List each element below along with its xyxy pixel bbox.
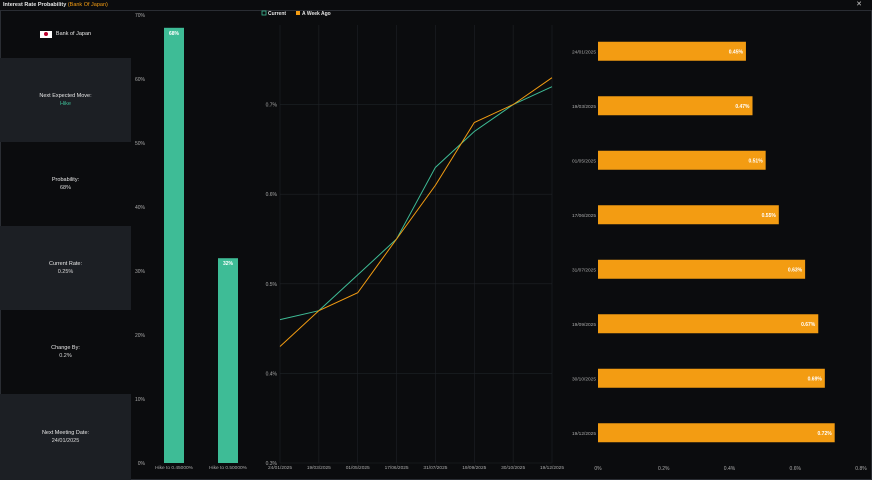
- x-tick-label: 0.8%: [855, 466, 867, 472]
- y-tick-label: 0%: [138, 461, 146, 467]
- rate-bar: [598, 423, 835, 443]
- x-tick-label: 17/06/2025: [385, 465, 409, 471]
- bank-row: Bank of Japan: [0, 10, 131, 58]
- rate-bar: [598, 314, 819, 334]
- window-title: Interest Rate Probability: [3, 2, 67, 8]
- x-tick-label: 30/10/2025: [501, 465, 525, 471]
- bank-name: Bank of Japan: [55, 31, 92, 37]
- y-tick-label: 19/12/2025: [572, 431, 596, 437]
- y-tick-label: 19/09/2025: [572, 322, 596, 328]
- japan-flag-icon: [39, 30, 52, 38]
- y-tick-label: 0.6%: [266, 192, 278, 198]
- y-tick-label: 19/03/2025: [572, 104, 596, 110]
- y-tick-label: 0.7%: [266, 103, 278, 109]
- y-tick-label: 30/10/2025: [572, 376, 596, 382]
- rate-bar: [598, 96, 753, 116]
- y-tick-label: 17/06/2025: [572, 213, 596, 219]
- bar-data-label: 0.55%: [762, 213, 777, 219]
- bar-data-label: 0.51%: [748, 158, 763, 164]
- y-tick-label: 70%: [135, 13, 146, 19]
- change-by-value: 0.2%: [59, 353, 72, 359]
- probability-bar-chart: 0% 10% 20% 30% 40% 50% 60% 70% 68% Hike to 0.4500…: [135, 13, 248, 471]
- rate-bar: [598, 41, 746, 61]
- x-tick-label: 19/03/2025: [307, 465, 331, 471]
- next-move-panel: Next Expected Move: Hike: [0, 58, 131, 142]
- bar-data-label: 0.69%: [808, 376, 823, 382]
- y-tick-label: 40%: [135, 205, 146, 211]
- bar-data-label: 68%: [169, 31, 180, 37]
- y-tick-label: 01/05/2025: [572, 158, 596, 164]
- next-meeting-value: 24/01/2025: [51, 438, 80, 444]
- probability-panel: Probability: 68%: [0, 142, 131, 226]
- y-tick-label: 50%: [135, 141, 146, 147]
- y-tick-label: 30%: [135, 269, 146, 275]
- current-rate-panel: Current Rate: 0.25%: [0, 226, 131, 310]
- y-tick-label: 20%: [135, 333, 146, 339]
- x-tick-label: Hike to 0.45000%: [155, 465, 194, 471]
- series-line-week-ago: [279, 77, 553, 347]
- rate-bar: [598, 150, 766, 170]
- probability-bar: [218, 258, 238, 463]
- probability-label: Probability:: [51, 177, 80, 183]
- y-tick-label: 24/01/2025: [572, 49, 596, 55]
- x-tick-label: 0.6%: [790, 466, 802, 472]
- next-move-value: Hike: [59, 101, 71, 107]
- window-subtitle: (Bank Of Japan): [67, 2, 108, 8]
- change-by-panel: Change By: 0.2%: [0, 310, 131, 394]
- rate-horizontal-bar-chart: 0% 0.2% 0.4% 0.6% 0.8% 24/01/2025 0.45% 19/03/2…: [572, 41, 867, 472]
- y-tick-label: 0.5%: [266, 282, 278, 288]
- probability-bar: [164, 27, 184, 464]
- x-tick-label: 0.4%: [724, 466, 736, 472]
- legend-swatch-week-ago: [296, 11, 300, 15]
- bar-data-label: 0.67%: [801, 322, 816, 328]
- bar-data-label: 0.45%: [729, 49, 744, 55]
- x-tick-label: Hike to 0.50000%: [209, 465, 248, 471]
- x-tick-label: 31/07/2025: [423, 465, 447, 471]
- bar-data-label: 0.63%: [788, 267, 803, 273]
- y-tick-label: 31/07/2025: [572, 267, 596, 273]
- next-meeting-panel: Next Meeting Date: 24/01/2025: [0, 394, 131, 480]
- probability-value: 68%: [59, 185, 71, 191]
- current-rate-value: 0.25%: [57, 269, 74, 275]
- current-rate-label: Current Rate:: [48, 261, 82, 267]
- y-tick-label: 60%: [135, 77, 146, 83]
- rate-line-chart: 24/01/2025 19/03/2025 01/05/2025 17/06/2025…: [261, 10, 564, 471]
- legend-week-ago: A Week Ago: [302, 11, 331, 17]
- close-icon[interactable]: ✕: [856, 1, 862, 8]
- x-tick-label: 24/01/2025: [268, 465, 292, 471]
- rate-bar: [598, 259, 806, 279]
- bar-data-label: 0.47%: [735, 104, 750, 110]
- y-tick-label: 10%: [135, 397, 146, 403]
- legend-current: Current: [268, 11, 286, 17]
- next-meeting-label: Next Meeting Date:: [41, 430, 90, 436]
- x-tick-label: 01/05/2025: [346, 465, 370, 471]
- rate-bar: [598, 205, 779, 225]
- x-tick-label: 0.2%: [658, 466, 670, 472]
- change-by-label: Change By:: [51, 345, 80, 351]
- y-tick-label: 0.3%: [266, 461, 278, 467]
- x-tick-label: 19/12/2025: [540, 465, 564, 471]
- window-title-bar: Interest Rate Probability (Bank Of Japan…: [0, 0, 872, 10]
- bar-data-label: 32%: [223, 261, 234, 267]
- x-tick-label: 0%: [594, 466, 602, 472]
- series-line-current: [279, 86, 553, 321]
- y-tick-label: 0.4%: [266, 371, 278, 377]
- next-move-label: Next Expected Move:: [39, 93, 92, 99]
- legend-swatch-current: [261, 10, 267, 16]
- x-tick-label: 19/09/2025: [462, 465, 486, 471]
- sidebar: Bank of Japan Next Expected Move: Hike P…: [0, 10, 131, 480]
- rate-bar: [598, 368, 825, 388]
- bar-data-label: 0.72%: [818, 431, 833, 437]
